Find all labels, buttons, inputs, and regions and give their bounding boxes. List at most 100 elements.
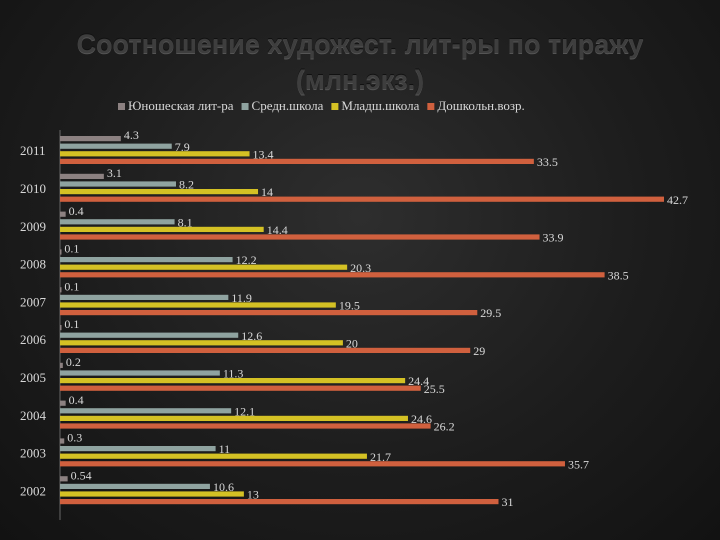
bar-2007-series-1 (60, 287, 62, 293)
value-label-2002-series-3: 13 (247, 488, 259, 502)
value-label-2004-series-2: 12.1 (234, 404, 255, 418)
category-label-2002: 2002 (20, 483, 46, 498)
value-label-2010-series-4: 42.7 (667, 193, 688, 207)
bar-2002-series-3 (60, 491, 244, 497)
bar-2005-series-4 (60, 385, 421, 391)
chart-title-line-2: (млн.экз.) (295, 65, 425, 95)
bar-2006-series-1 (60, 325, 62, 331)
value-label-2008-series-1: 0.1 (64, 242, 79, 256)
chart-title: Соотношение художест. лит-ры по тиражу (… (40, 26, 680, 98)
value-label-2005-series-1: 0.2 (66, 355, 81, 369)
bar-2002-series-1 (60, 476, 68, 482)
category-label-2003: 2003 (20, 446, 46, 461)
value-label-2007-series-3: 19.5 (339, 299, 360, 313)
value-label-2011-series-2: 7.9 (175, 140, 190, 154)
value-label-2009-series-1: 0.4 (69, 204, 84, 218)
bar-2007-series-3 (60, 302, 336, 308)
legend-swatch-1 (118, 103, 125, 110)
value-label-2004-series-4: 26.2 (434, 420, 455, 434)
legend-label-3: Младш.школа (341, 98, 419, 113)
bar-2004-series-3 (60, 415, 408, 421)
bar-2008-series-3 (60, 264, 348, 270)
value-label-2006-series-1: 0.1 (64, 317, 79, 331)
bar-2010-series-2 (60, 181, 176, 187)
bar-2004-series-4 (60, 423, 431, 429)
bar-2005-series-2 (60, 370, 220, 376)
bar-2011-series-1 (60, 136, 121, 142)
bar-2008-series-2 (60, 257, 233, 263)
bar-2011-series-4 (60, 158, 534, 164)
value-label-2003-series-4: 35.7 (568, 457, 589, 471)
category-label-2011: 2011 (20, 143, 46, 158)
value-label-2008-series-3: 20.3 (350, 261, 371, 275)
bar-2003-series-4 (60, 461, 565, 467)
bar-2009-series-2 (60, 219, 175, 225)
bar-2007-series-4 (60, 310, 478, 316)
legend-label-1: Юношеская лит-ра (128, 98, 234, 113)
bar-2011-series-2 (60, 143, 172, 149)
value-label-2009-series-3: 14.4 (267, 223, 288, 237)
value-label-2007-series-2: 11.9 (231, 291, 252, 305)
value-label-2004-series-3: 24.6 (411, 412, 432, 426)
bar-2006-series-4 (60, 347, 471, 353)
category-label-2005: 2005 (20, 370, 46, 385)
bar-2005-series-3 (60, 378, 406, 384)
value-label-2009-series-2: 8.1 (178, 215, 193, 229)
bar-2009-series-3 (60, 226, 264, 232)
bar-2009-series-4 (60, 234, 540, 240)
bar-2002-series-4 (60, 499, 499, 505)
bar-2007-series-2 (60, 294, 229, 300)
bar-2010-series-1 (60, 173, 104, 179)
value-label-2005-series-3: 24.4 (408, 374, 429, 388)
bar-2002-series-2 (60, 483, 210, 489)
category-label-2008: 2008 (20, 257, 46, 272)
bar-2011-series-3 (60, 151, 250, 157)
bar-2008-series-1 (60, 249, 62, 255)
legend-swatch-3 (331, 103, 339, 110)
bar-2010-series-4 (60, 196, 664, 202)
value-label-2002-series-2: 10.6 (213, 480, 234, 494)
value-label-2011-series-4: 33.5 (537, 155, 558, 169)
value-label-2003-series-3: 21.7 (370, 450, 391, 464)
category-label-2009: 2009 (20, 219, 46, 234)
category-label-2004: 2004 (20, 408, 47, 423)
value-label-2007-series-4: 29.5 (480, 306, 501, 320)
bar-2003-series-2 (60, 446, 216, 452)
value-label-2004-series-1: 0.4 (69, 393, 84, 407)
category-label-2010: 2010 (20, 181, 46, 196)
legend-label-4: Дошкольн.возр. (437, 98, 524, 113)
category-label-2007: 2007 (20, 294, 47, 309)
value-label-2002-series-1: 0.54 (71, 468, 92, 482)
value-label-2005-series-2: 11.3 (223, 367, 244, 381)
bar-2009-series-1 (60, 211, 66, 217)
value-label-2006-series-3: 20 (346, 336, 358, 350)
value-label-2005-series-4: 25.5 (424, 382, 445, 396)
bar-2006-series-2 (60, 332, 239, 338)
legend-swatch-2 (241, 103, 249, 110)
bar-2005-series-1 (60, 362, 63, 368)
value-label-2008-series-4: 38.5 (608, 268, 629, 282)
value-label-2007-series-1: 0.1 (64, 279, 79, 293)
category-label-2006: 2006 (20, 332, 47, 347)
value-label-2008-series-2: 12.2 (236, 253, 257, 267)
value-label-2006-series-2: 12.6 (241, 329, 262, 343)
bar-2004-series-1 (60, 400, 66, 406)
bar-2008-series-4 (60, 272, 605, 278)
value-label-2009-series-4: 33.9 (543, 231, 564, 245)
bar-2010-series-3 (60, 189, 259, 195)
value-label-2010-series-1: 3.1 (107, 166, 122, 180)
value-label-2006-series-4: 29 (473, 344, 485, 358)
legend-label-2: Средн.школа (252, 98, 324, 113)
value-label-2003-series-1: 0.3 (67, 431, 82, 445)
bar-2003-series-3 (60, 453, 367, 459)
bar-2006-series-3 (60, 340, 343, 346)
value-label-2011-series-3: 13.4 (253, 147, 274, 161)
value-label-2011-series-1: 4.3 (124, 128, 139, 142)
value-label-2010-series-3: 14 (261, 185, 273, 199)
bar-2004-series-2 (60, 408, 232, 414)
value-label-2010-series-2: 8.2 (179, 178, 194, 192)
value-label-2002-series-4: 31 (502, 495, 514, 509)
chart-title-line-1: Соотношение художест. лит-ры по тиражу (76, 29, 644, 59)
legend-swatch-4 (427, 103, 435, 110)
